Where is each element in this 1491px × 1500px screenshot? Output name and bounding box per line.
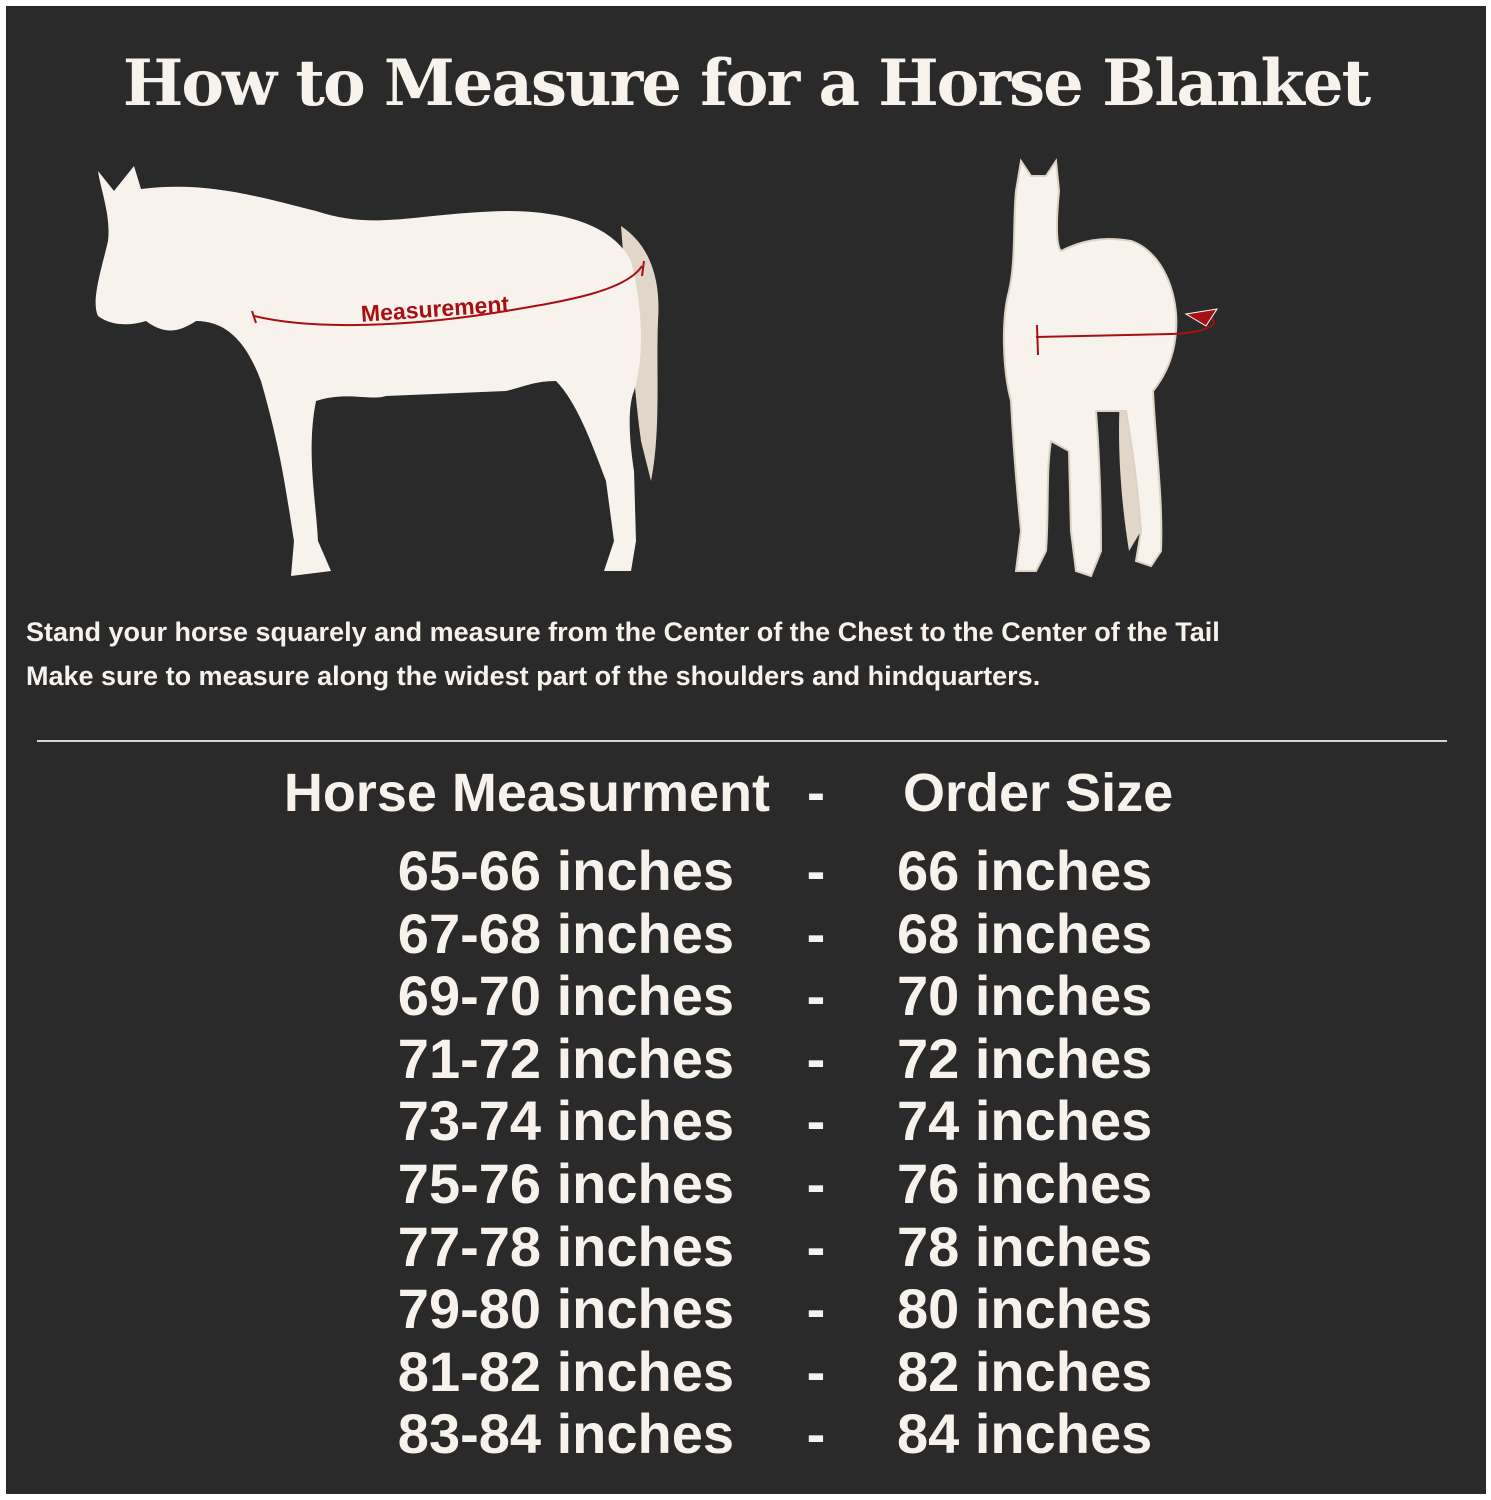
table-row: 77-78 inches - 78 inches (6, 1214, 1486, 1278)
horse-measurement-cell: 65-66 inches (397, 839, 734, 902)
table-row: 65-66 inches - 66 inches (6, 838, 1486, 902)
row-separator: - (806, 1402, 826, 1466)
order-size-cell: 76 inches (897, 1152, 1153, 1215)
front-view-horse-illustration (1002, 158, 1219, 578)
horse-measurement-cell: 75-76 inches (397, 1152, 734, 1215)
header-horse-measurement: Horse Measurment (283, 763, 770, 823)
page-title: How to Measure for a Horse Blanket (122, 46, 1371, 121)
table-row: 79-80 inches - 80 inches (6, 1276, 1486, 1341)
table-row: 81-82 inches - 82 inches (6, 1339, 1486, 1403)
row-separator: - (806, 1277, 826, 1341)
table-row: 67-68 inches - 68 inches (6, 901, 1486, 965)
horse-measurement-cell: 69-70 inches (397, 964, 734, 1028)
instruction-line-2: Make sure to measure along the widest pa… (26, 661, 1041, 691)
instruction-line-1: Stand your horse squarely and measure fr… (26, 617, 1220, 647)
measurement-tick-start (251, 310, 257, 324)
side-view-horse-illustration: Measurement (95, 166, 659, 576)
row-separator: - (806, 1026, 826, 1090)
measurement-line (253, 265, 643, 327)
horse-body (1002, 158, 1178, 578)
row-separator: - (806, 1152, 826, 1215)
table-row: 75-76 inches - 76 inches (6, 1151, 1486, 1215)
horse-measurement-cell: 83-84 inches (397, 1402, 734, 1466)
row-separator: - (806, 901, 826, 965)
row-separator: - (806, 1339, 826, 1403)
order-size-cell: 74 inches (897, 1089, 1153, 1153)
order-size-cell: 70 inches (897, 964, 1153, 1028)
horse-measurement-cell: 79-80 inches (397, 1277, 734, 1341)
order-size-cell: 78 inches (897, 1214, 1153, 1278)
measurement-tick (1036, 324, 1039, 356)
row-separator: - (806, 1089, 826, 1153)
table-row: 69-70 inches - 70 inches (6, 963, 1486, 1028)
row-separator: - (806, 1214, 826, 1278)
order-size-cell: 72 inches (897, 1026, 1153, 1090)
table-row: 83-84 inches - 84 inches (6, 1401, 1486, 1466)
order-size-cell: 80 inches (897, 1277, 1153, 1341)
row-separator: - (806, 839, 826, 902)
horse-measurement-cell: 77-78 inches (397, 1214, 734, 1278)
table-row: 73-74 inches - 74 inches (6, 1088, 1486, 1153)
order-size-cell: 82 inches (897, 1339, 1153, 1403)
horse-measurement-cell: 71-72 inches (397, 1026, 734, 1090)
table-header: Horse Measurment - Order Size (6, 762, 1486, 824)
arrow-head-icon (1184, 308, 1219, 327)
horse-measurement-cell: 81-82 inches (397, 1339, 734, 1403)
horse-body (95, 166, 642, 576)
dark-panel: How to Measure for a Horse Blanket Measu… (6, 6, 1486, 1494)
horse-measurement-cell: 67-68 inches (397, 901, 734, 965)
horse-measurement-cell: 73-74 inches (397, 1089, 734, 1153)
order-size-cell: 68 inches (897, 901, 1153, 965)
divider (37, 740, 1447, 742)
measurement-tick-end (641, 260, 645, 277)
header-order-size: Order Size (903, 763, 1174, 823)
row-separator: - (806, 964, 826, 1028)
order-size-cell: 84 inches (897, 1402, 1153, 1466)
order-size-cell: 66 inches (897, 839, 1153, 902)
table-row: 71-72 inches - 72 inches (6, 1026, 1486, 1090)
header-separator: - (807, 763, 825, 823)
